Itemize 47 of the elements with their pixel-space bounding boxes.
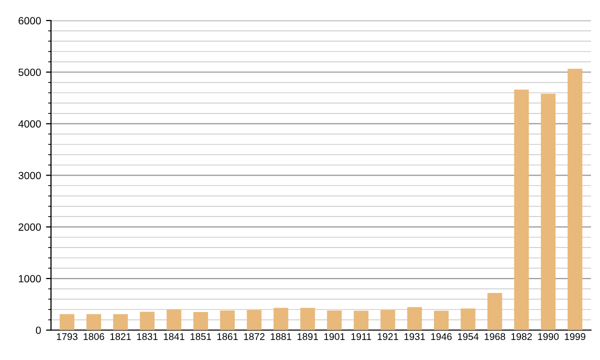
x-tick-label: 1831 <box>137 333 158 340</box>
bar <box>220 310 235 330</box>
x-tick-label: 1968 <box>484 333 506 340</box>
x-tick-label: 1861 <box>217 333 238 340</box>
bar <box>274 308 288 330</box>
y-tick-label: 1000 <box>18 275 41 282</box>
y-tick-label: 5000 <box>18 68 41 76</box>
bar <box>166 309 182 330</box>
x-tick-label: 1793 <box>56 333 78 340</box>
bar <box>86 314 102 330</box>
x-tick-label: 1911 <box>351 333 372 340</box>
x-tick-label: 1806 <box>84 333 104 340</box>
x-tick-label: 1999 <box>564 333 586 340</box>
y-tick-label: 6000 <box>18 17 41 24</box>
x-tick-label: 1990 <box>538 333 559 340</box>
bar <box>380 310 396 330</box>
x-tick-label: 1891 <box>298 333 318 340</box>
bar <box>487 292 502 330</box>
bar <box>113 314 128 330</box>
y-tick-label: 4000 <box>18 120 41 128</box>
bar <box>140 312 155 330</box>
bar <box>540 94 556 330</box>
bar <box>246 310 262 330</box>
x-tick-label: 1946 <box>431 333 452 340</box>
y-tick-label: 0 <box>36 326 41 334</box>
bar <box>193 312 208 330</box>
x-tick-label: 1982 <box>511 333 532 340</box>
bar <box>407 307 422 330</box>
x-tick-label: 1954 <box>458 333 479 340</box>
x-tick-label: 1851 <box>190 333 212 340</box>
x-tick-label: 1881 <box>270 333 292 340</box>
bar <box>434 310 449 330</box>
bar <box>300 308 315 330</box>
bar <box>60 314 74 330</box>
bar <box>514 90 529 330</box>
x-tick-label: 1872 <box>244 333 264 340</box>
bar <box>354 310 368 330</box>
bar <box>568 68 582 330</box>
y-tick-label: 2000 <box>18 223 41 231</box>
bar <box>327 310 342 330</box>
x-tick-label: 1821 <box>110 333 131 340</box>
x-tick-label: 1921 <box>378 333 398 340</box>
x-tick-label: 1901 <box>324 333 345 340</box>
y-tick-label: 3000 <box>18 172 41 180</box>
bar <box>460 308 476 330</box>
x-tick-label: 1931 <box>404 333 425 340</box>
x-tick-label: 1841 <box>164 333 184 340</box>
